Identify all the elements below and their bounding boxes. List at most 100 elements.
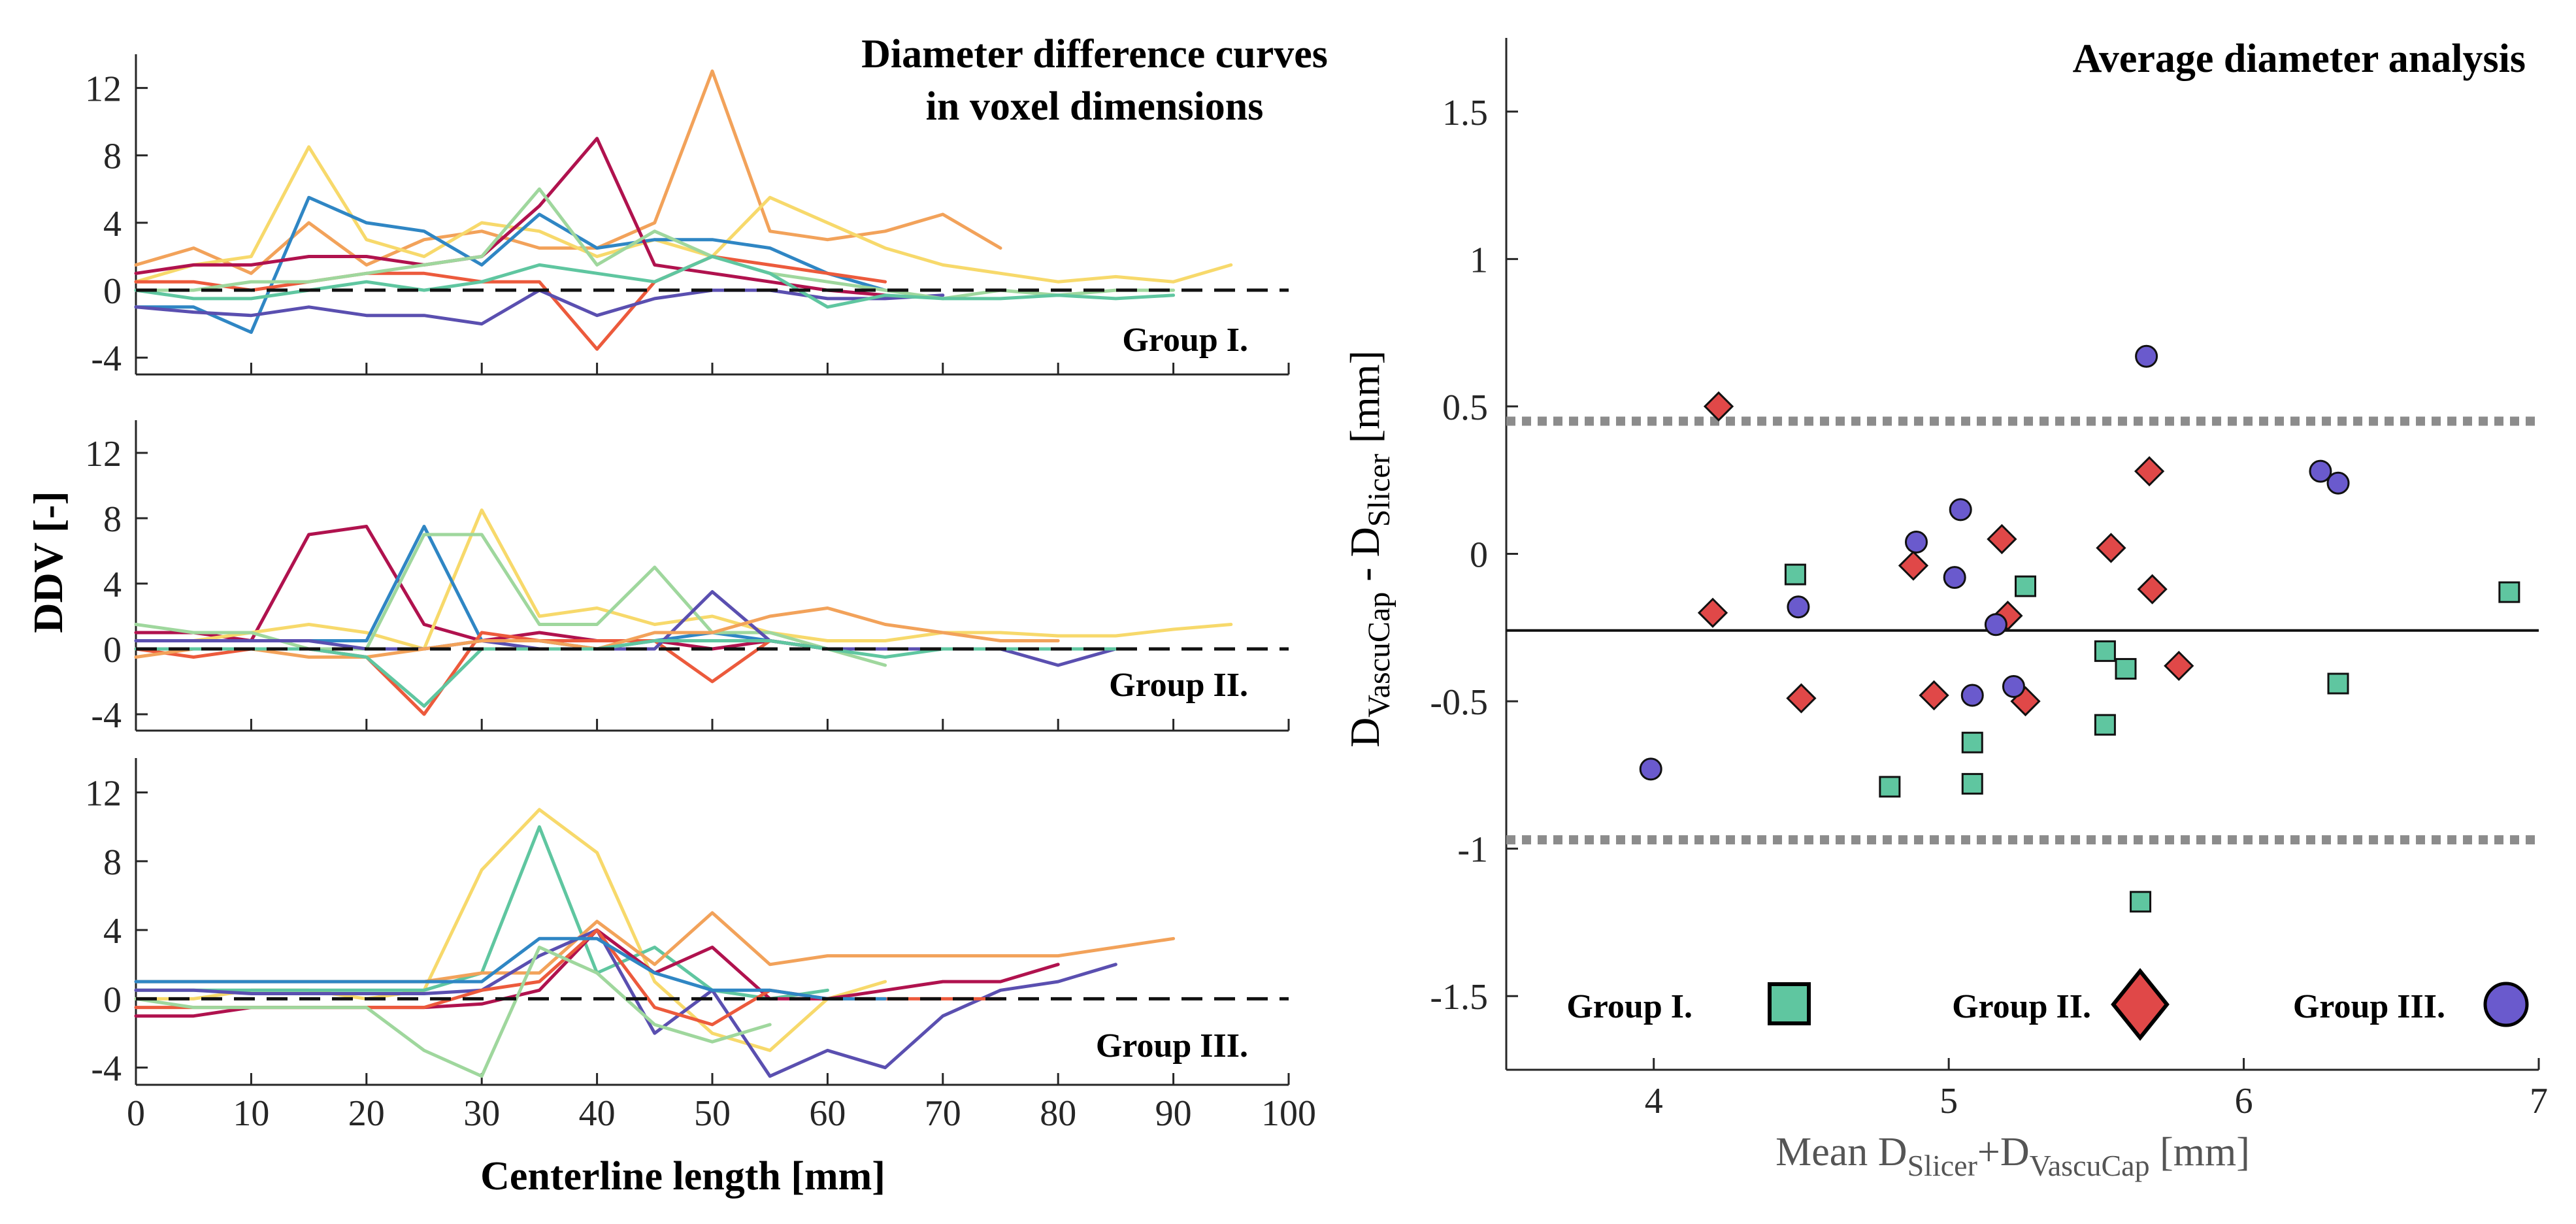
legend: Group I. Group II. Group III. bbox=[1566, 968, 2529, 1041]
series-line-5 bbox=[134, 928, 1117, 1078]
series-line-8 bbox=[134, 946, 772, 1078]
scatter-x-tick-label: 7 bbox=[2530, 1081, 2548, 1121]
point-circle bbox=[1639, 757, 1662, 781]
y-tick-label: 4 bbox=[103, 565, 122, 605]
legend-label-group2: Group II. bbox=[1952, 988, 2091, 1025]
y-tick-label: 0 bbox=[103, 630, 122, 670]
x-tick-label: 40 bbox=[579, 1093, 616, 1134]
x-tick-label: 10 bbox=[233, 1093, 269, 1134]
point-circle bbox=[2326, 471, 2350, 495]
series-line-2 bbox=[134, 145, 1233, 284]
y-tick-label: -4 bbox=[91, 339, 122, 379]
group2-panel-label: Group II. bbox=[1109, 667, 1248, 704]
legend-marker-circle bbox=[2483, 982, 2529, 1027]
scatter-x-tick-label: 4 bbox=[1645, 1081, 1663, 1121]
point-diamond bbox=[1703, 391, 1734, 422]
x-tick-label: 30 bbox=[463, 1093, 500, 1134]
right-title: Average diameter analysis bbox=[2073, 37, 2526, 81]
line-panel-1: -4 0 4 8 12 bbox=[85, 54, 1290, 379]
y-tick-label: -4 bbox=[91, 695, 122, 736]
legend-label-group3: Group III. bbox=[2293, 988, 2445, 1025]
x-tick-label: 50 bbox=[694, 1093, 731, 1134]
y-tick-label: 0 bbox=[103, 980, 122, 1020]
y-tick-label: 4 bbox=[103, 204, 122, 244]
y-tick-label: 8 bbox=[103, 137, 122, 177]
y-tick-label: 12 bbox=[85, 69, 122, 110]
right-ylabel-sub1: VascuCap bbox=[1362, 592, 1396, 718]
point-square bbox=[2498, 581, 2520, 603]
x-tick-label: 90 bbox=[1155, 1093, 1192, 1134]
y-tick-label: 0 bbox=[103, 271, 122, 312]
right-panel: -1.5 -1 -0.5 0 0.5 1 1.5 4 5 6 7 bbox=[1430, 38, 2548, 1121]
x-tick-label: 100 bbox=[1261, 1093, 1316, 1134]
y-tick-label: 12 bbox=[85, 774, 122, 814]
scatter-y-tick-label: -1 bbox=[1457, 830, 1488, 870]
point-circle bbox=[2309, 459, 2332, 483]
point-square bbox=[2015, 575, 2037, 597]
series-line-5 bbox=[134, 255, 887, 351]
right-xlabel-main: Mean D bbox=[1775, 1130, 1907, 1174]
x-tick-label: 60 bbox=[809, 1093, 846, 1134]
group1-panel-label: Group I. bbox=[1122, 322, 1248, 359]
point-square bbox=[2327, 672, 2349, 695]
legend-marker-diamond bbox=[2111, 968, 2170, 1041]
series-line-4 bbox=[134, 137, 887, 297]
left-xlabel: Centerline length [mm] bbox=[480, 1154, 885, 1199]
right-ylabel-main: D bbox=[1342, 718, 1388, 748]
group3-panel-label: Group III. bbox=[1096, 1027, 1248, 1065]
point-square bbox=[2094, 714, 2116, 736]
point-diamond bbox=[1898, 550, 1929, 581]
point-diamond bbox=[2164, 650, 2194, 682]
scatter-y-tick-label: -1.5 bbox=[1430, 977, 1488, 1017]
y-tick-label: 8 bbox=[103, 499, 122, 540]
point-circle bbox=[1787, 595, 1810, 619]
point-circle bbox=[2135, 344, 2158, 368]
y-tick-label: 8 bbox=[103, 842, 122, 883]
point-diamond bbox=[2134, 456, 2165, 487]
point-square bbox=[2115, 657, 2137, 680]
point-circle bbox=[1949, 498, 1972, 521]
scatter-x-tick-label: 5 bbox=[1940, 1081, 1958, 1121]
left-title-line2: in voxel dimensions bbox=[926, 84, 1264, 129]
scatter-y-tick-label: 0.5 bbox=[1442, 388, 1488, 428]
point-circle bbox=[1960, 684, 1984, 707]
point-square bbox=[1784, 563, 1806, 586]
right-xlabel: Mean DSlicer+DVascuCap [mm] bbox=[1775, 1130, 2250, 1182]
scatter-y-tick-label: 0 bbox=[1470, 535, 1488, 576]
point-diamond bbox=[1786, 683, 1817, 714]
point-diamond bbox=[1697, 597, 1728, 628]
scatter-y-tick-label: 1.5 bbox=[1442, 93, 1488, 133]
series-line-8 bbox=[134, 639, 1117, 708]
scatter-y-tick-label: 1 bbox=[1470, 240, 1488, 280]
point-diamond bbox=[2096, 533, 2126, 563]
point-square bbox=[1961, 772, 1983, 795]
series-line-3 bbox=[134, 195, 887, 334]
right-xlabel-unit: [mm] bbox=[2150, 1130, 2250, 1174]
y-tick-label: 4 bbox=[103, 911, 122, 951]
point-circle bbox=[1984, 613, 2007, 637]
legend-label-group1: Group I. bbox=[1566, 988, 1693, 1025]
point-circle bbox=[1943, 566, 1966, 589]
left-title-line1: Diameter difference curves bbox=[861, 32, 1328, 76]
scatter-y-tick-label: -0.5 bbox=[1430, 682, 1488, 723]
legend-marker-square bbox=[1768, 982, 1811, 1025]
x-tick-label: 20 bbox=[348, 1093, 385, 1134]
point-circle bbox=[2002, 675, 2025, 699]
right-ylabel: DVascuCap - DSlicer [mm] bbox=[1342, 350, 1396, 748]
right-xlabel-mid: +D bbox=[1977, 1130, 2030, 1174]
y-tick-label: -4 bbox=[91, 1049, 122, 1089]
point-square bbox=[2094, 640, 2116, 662]
right-xlabel-sub1: Slicer bbox=[1907, 1149, 1977, 1182]
x-tick-label: 80 bbox=[1040, 1093, 1076, 1134]
right-ylabel-sub2: Slicer bbox=[1362, 454, 1396, 527]
point-square bbox=[1879, 776, 1901, 798]
point-square bbox=[2130, 891, 2152, 913]
point-diamond bbox=[1919, 680, 1949, 711]
y-tick-label: 12 bbox=[85, 434, 122, 474]
x-tick-label: 70 bbox=[925, 1093, 961, 1134]
point-square bbox=[1961, 731, 1983, 753]
point-circle bbox=[1904, 530, 1928, 554]
